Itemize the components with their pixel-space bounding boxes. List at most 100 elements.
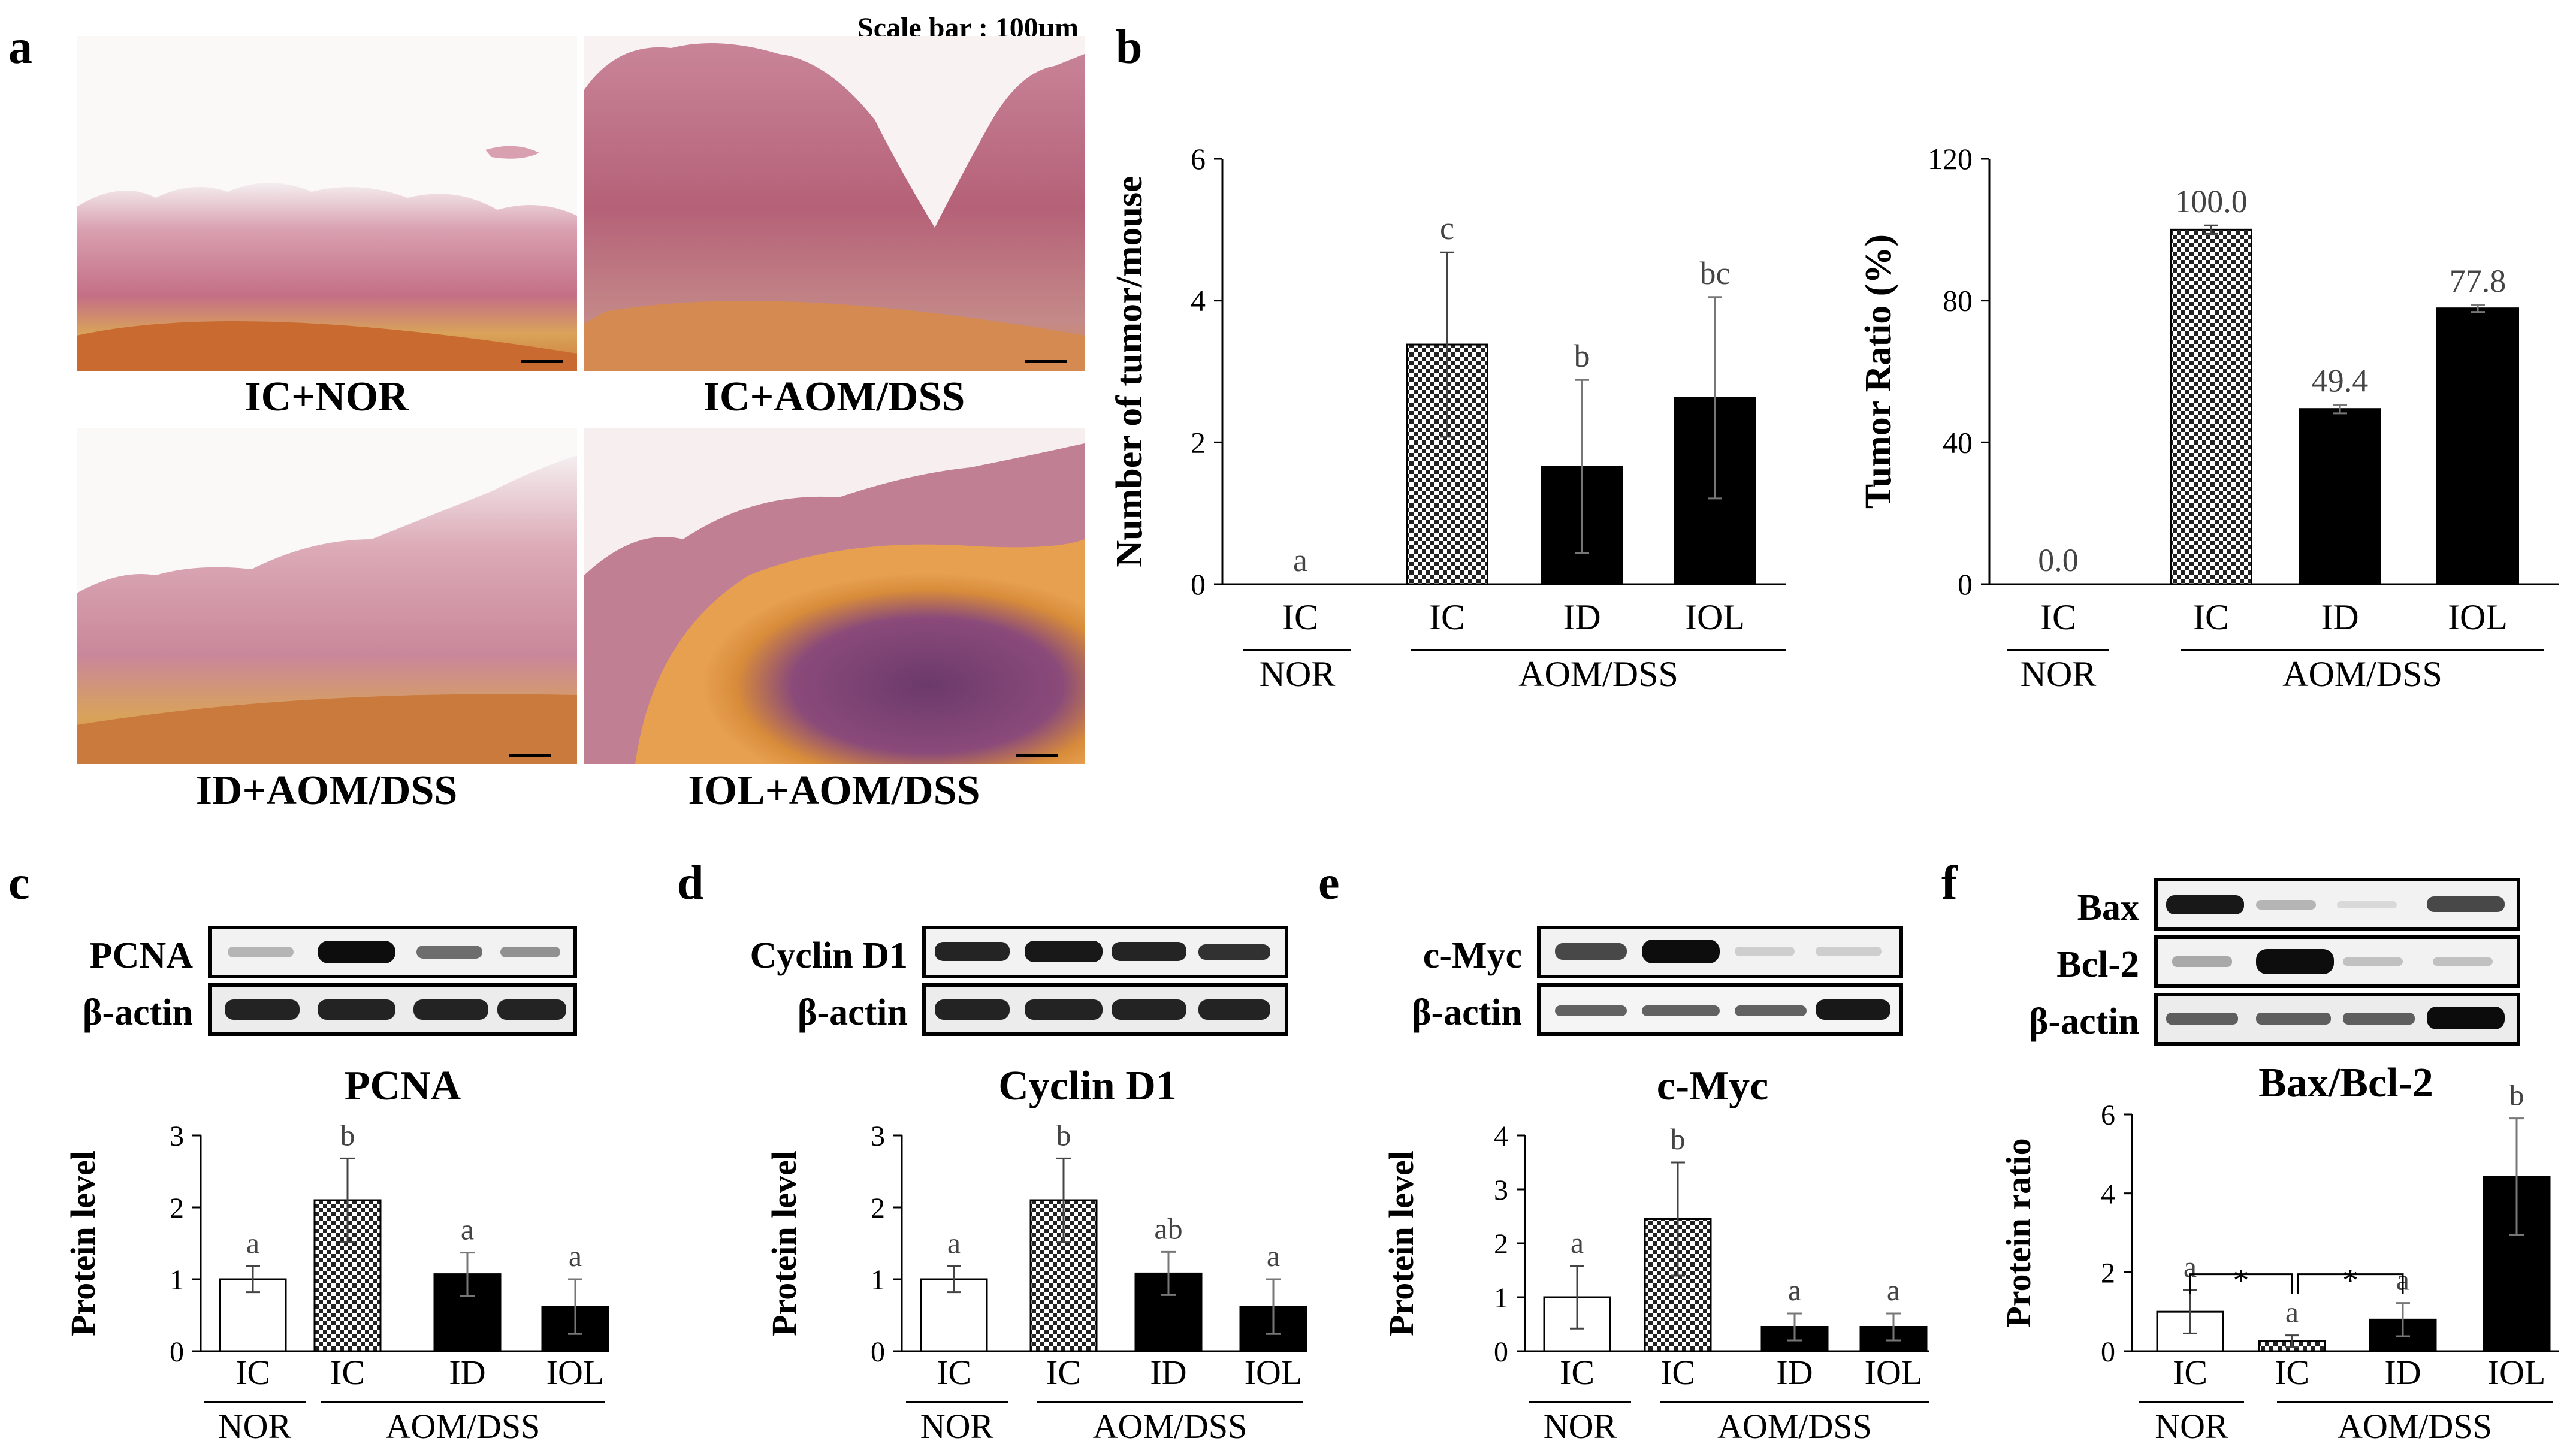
bar-1 xyxy=(2170,228,2252,585)
category-label-0: IC xyxy=(1282,597,1318,637)
data-label-3: b xyxy=(2509,1079,2524,1112)
y-tick-label: 6 xyxy=(2101,1099,2115,1131)
data-label-1: c xyxy=(1440,210,1454,246)
y-tick-label: 0 xyxy=(871,1336,885,1368)
category-label-3: IOL xyxy=(546,1353,605,1392)
group-label-1: AOM/DSS xyxy=(2282,654,2442,694)
blot-f-label-bax: Bax xyxy=(2077,887,2139,928)
data-label-1: b xyxy=(1671,1122,1686,1156)
y-tick-label: 40 xyxy=(1943,425,1973,459)
panel-label-d: d xyxy=(677,857,704,910)
caption-id-aom: ID+AOM/DSS xyxy=(196,768,458,814)
data-label-1: b xyxy=(340,1118,355,1152)
bar-2 xyxy=(2299,408,2381,585)
y-tick-label: 0 xyxy=(1494,1336,1508,1368)
significance-bracket-0 xyxy=(2189,1273,2293,1294)
data-label-0: a xyxy=(947,1226,961,1259)
chart-title: Cyclin D1 xyxy=(998,1063,1177,1109)
group-label-0: NOR xyxy=(2021,654,2097,694)
significance-star-0: * xyxy=(2233,1262,2249,1298)
category-label-1: IC xyxy=(1429,597,1465,637)
blot-f: Bax Bcl-2 β-actin xyxy=(2029,878,2520,1046)
group-label-1: AOM/DSS xyxy=(1518,654,1678,694)
chart-pcna: PCNA 0 1 2 3 Protein level a IC b IC a ID a IOL NOR AOM… xyxy=(64,1063,609,1446)
chart-cyclin-d1: Cyclin D1 0 1 2 3 Protein level a IC b IC ab ID a IOL… xyxy=(765,1063,1307,1446)
data-label-2: 49.4 xyxy=(2312,363,2369,399)
group-label-0: NOR xyxy=(1260,654,1336,694)
blot-f-label-bcl2: Bcl-2 xyxy=(2056,944,2139,985)
group-label-1: AOM/DSS xyxy=(1093,1407,1248,1446)
data-label-2: a xyxy=(461,1213,474,1246)
blot-e-label-actin: β-actin xyxy=(1412,992,1522,1033)
histology-image-iol-aom xyxy=(584,428,1085,764)
data-label-1: a xyxy=(2285,1295,2299,1329)
category-label-2: ID xyxy=(2384,1353,2421,1392)
caption-ic-aom: IC+AOM/DSS xyxy=(703,374,965,420)
group-label-0: NOR xyxy=(218,1407,292,1446)
y-tick-label: 3 xyxy=(170,1120,184,1152)
group-label-0: NOR xyxy=(2155,1407,2228,1446)
histology-image-id-aom xyxy=(77,428,577,764)
category-label-3: IOL xyxy=(1685,597,1745,637)
y-tick-label: 1 xyxy=(871,1264,885,1296)
category-label-2: ID xyxy=(449,1353,485,1392)
category-label-0: IC xyxy=(2040,597,2076,637)
blot-c: PCNA β-actin xyxy=(83,926,577,1036)
category-label-1: IC xyxy=(1660,1353,1695,1392)
histology-panel: Scale bar : 100μm xyxy=(77,12,1085,814)
category-label-3: IOL xyxy=(2488,1353,2546,1392)
data-label-3: a xyxy=(1887,1273,1900,1307)
significance-star-1: * xyxy=(2342,1262,2358,1298)
blot-e-label-target: c-Myc xyxy=(1423,935,1522,976)
y-tick-label: 80 xyxy=(1943,284,1973,318)
data-label-0: a xyxy=(1571,1226,1584,1259)
bar-3 xyxy=(2436,307,2519,585)
y-axis-title: Tumor Ratio (%) xyxy=(1858,234,1899,509)
chart-title: PCNA xyxy=(345,1063,461,1109)
data-label-2: ab xyxy=(1154,1212,1182,1245)
category-label-1: IC xyxy=(330,1353,365,1392)
blot-f-label-actin: β-actin xyxy=(2029,1001,2139,1042)
histology-image-ic-aom xyxy=(584,36,1085,371)
caption-ic-nor: IC+NOR xyxy=(244,374,409,420)
y-tick-label: 0 xyxy=(1958,567,1973,601)
y-tick-label: 6 xyxy=(1191,142,1206,176)
category-label-0: IC xyxy=(2173,1353,2207,1392)
y-tick-label: 0 xyxy=(2101,1336,2115,1368)
blot-d: Cyclin D1 β-actin xyxy=(750,926,1288,1036)
panel-label-a: a xyxy=(8,21,32,74)
data-label-1: 100.0 xyxy=(2175,183,2248,219)
histology-image-ic-nor xyxy=(77,36,577,371)
group-label-0: NOR xyxy=(920,1407,994,1446)
data-label-0: a xyxy=(246,1226,259,1259)
y-axis-title: Number of tumor/mouse xyxy=(1109,176,1150,567)
category-label-2: ID xyxy=(2321,597,2358,637)
y-tick-label: 2 xyxy=(2101,1257,2115,1289)
category-label-1: IC xyxy=(1046,1353,1081,1392)
significance-bracket-1 xyxy=(2297,1273,2404,1294)
y-tick-label: 0 xyxy=(1191,567,1206,601)
blot-d-label-actin: β-actin xyxy=(798,992,908,1033)
category-label-1: IC xyxy=(2193,597,2229,637)
y-tick-label: 2 xyxy=(170,1192,184,1224)
data-label-2: b xyxy=(1574,338,1590,374)
chart-tumor-number: 0 2 4 6 Number of tumor/mouse a IC c IC b ID bc IOL N… xyxy=(1109,142,1786,694)
y-axis-title: Protein level xyxy=(765,1150,804,1336)
panel-label-f: f xyxy=(1941,857,1958,910)
y-axis-title: Protein level xyxy=(64,1150,102,1336)
group-label-1: AOM/DSS xyxy=(386,1407,540,1446)
chart-title: c-Myc xyxy=(1657,1063,1769,1109)
group-label-0: NOR xyxy=(1544,1407,1617,1446)
y-tick-label: 1 xyxy=(170,1264,184,1296)
data-label-1: b xyxy=(1056,1118,1071,1152)
chart-c-myc: c-Myc 0 1 2 3 4 Protein level a IC b IC a ID a IOL NOR A… xyxy=(1382,1063,1929,1446)
y-tick-label: 4 xyxy=(2101,1179,2115,1210)
y-tick-label: 2 xyxy=(871,1192,885,1224)
panel-label-b: b xyxy=(1116,21,1143,74)
data-label-3: a xyxy=(569,1239,582,1273)
blot-c-label-target: PCNA xyxy=(90,935,193,976)
category-label-0: IC xyxy=(235,1353,270,1392)
y-tick-label: 2 xyxy=(1494,1228,1508,1260)
category-label-3: IOL xyxy=(1865,1353,1923,1392)
